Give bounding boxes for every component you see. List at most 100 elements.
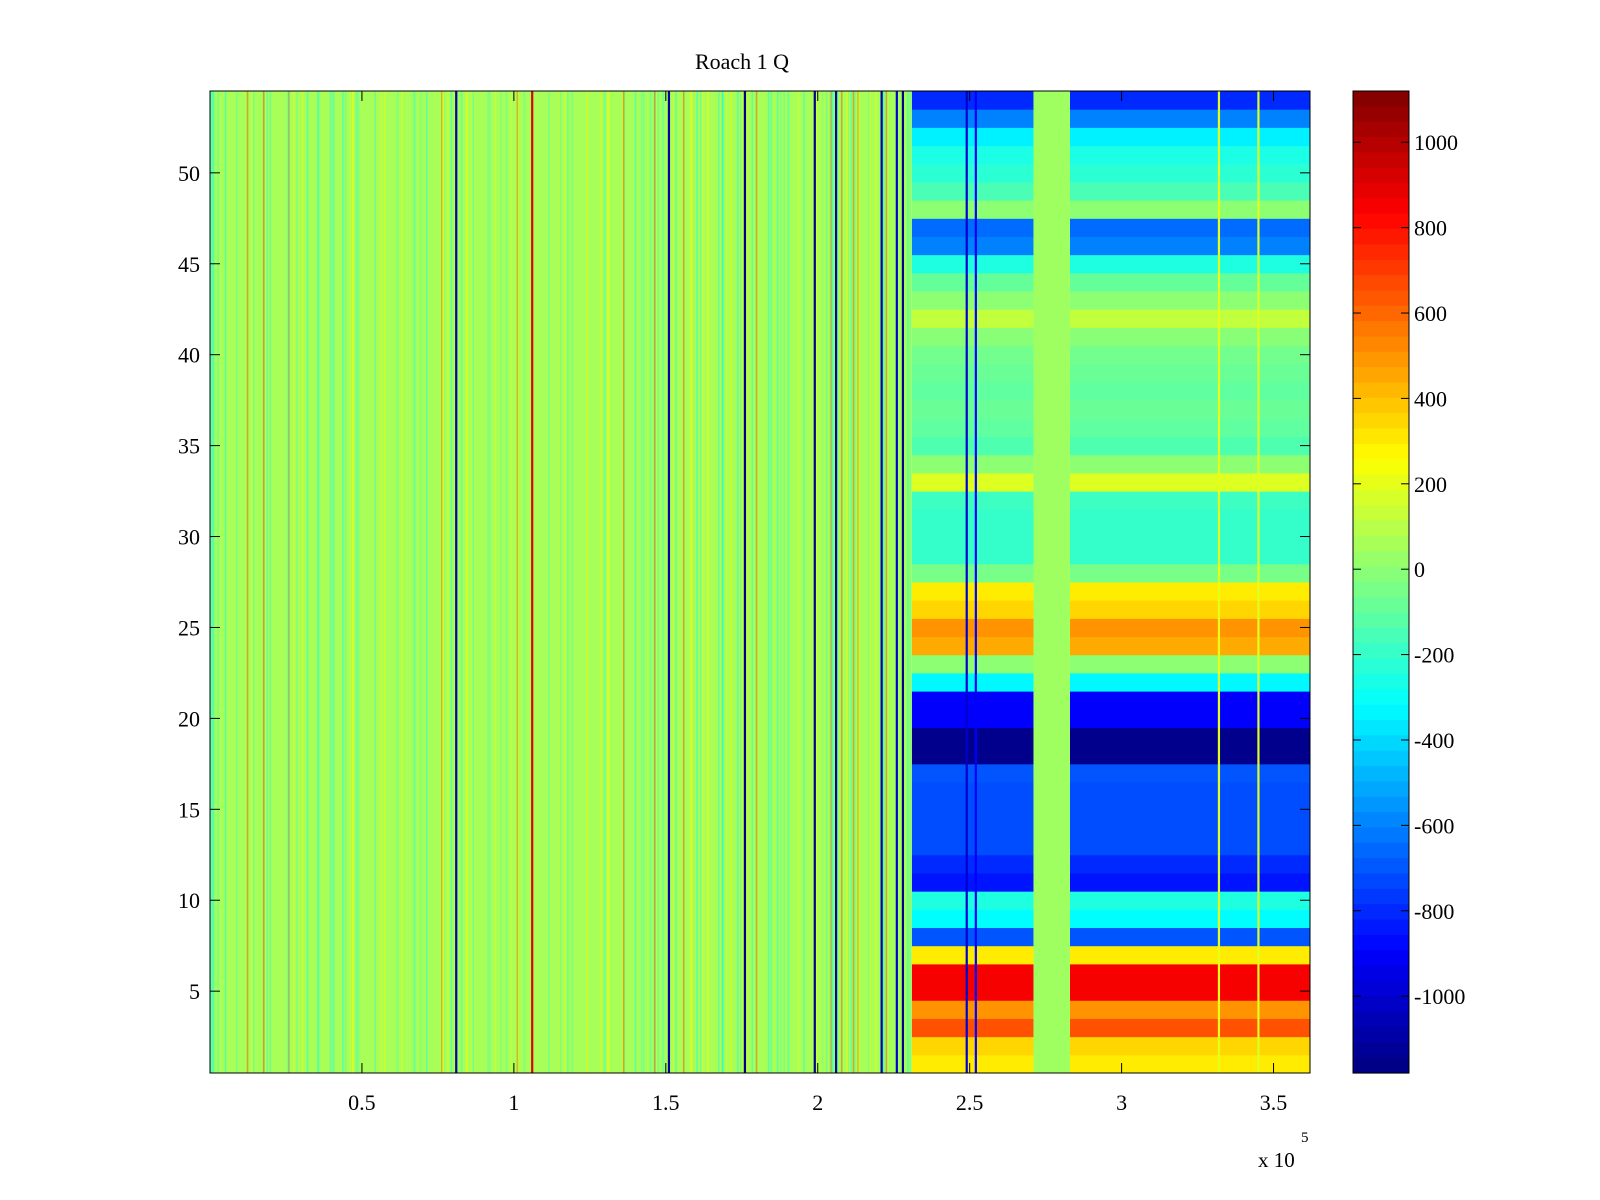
heatmap-texture-streak <box>414 91 416 1073</box>
x-axis-exponent-power: 5 <box>1301 1130 1309 1146</box>
heatmap-texture-streak <box>251 91 253 1073</box>
heatmap-cell <box>911 654 1034 674</box>
heatmap-background-region <box>210 91 912 1073</box>
heatmap-texture-streak <box>730 91 732 1073</box>
heatmap-texture-streak <box>351 91 354 1073</box>
chart-title: Roach 1 Q <box>695 49 789 74</box>
heatmap-cell <box>911 272 1034 292</box>
heatmap-cell <box>1069 127 1310 147</box>
heatmap-texture-streak <box>641 91 643 1073</box>
heatmap-streak <box>667 91 671 1073</box>
heatmap-texture-streak <box>751 91 754 1073</box>
heatmap-cell <box>911 236 1034 256</box>
colorbar-step <box>1353 796 1409 813</box>
heatmap-texture-streak <box>487 91 489 1073</box>
colorbar-step <box>1353 229 1409 246</box>
heatmap-texture-streak <box>374 91 377 1073</box>
heatmap-texture-streak <box>642 91 645 1073</box>
colorbar-step <box>1353 858 1409 875</box>
heatmap-cell <box>911 563 1034 583</box>
heatmap-texture-streak <box>721 91 724 1073</box>
heatmap-cell <box>911 963 1034 983</box>
heatmap-cell <box>911 672 1034 692</box>
heatmap-cell <box>1069 582 1310 601</box>
heatmap-texture-streak <box>840 91 843 1073</box>
colorbar-step <box>1353 888 1409 905</box>
x-tick-label: 3.5 <box>1260 1090 1288 1115</box>
x-tick-label: 2 <box>812 1090 823 1115</box>
heatmap-cell <box>911 818 1034 838</box>
heatmap-texture-streak <box>696 91 698 1073</box>
y-axis: 5 10 15 20 25 30 35 40 45 50 <box>178 161 1310 1004</box>
colorbar-step <box>1353 597 1409 614</box>
heatmap-streak <box>1217 91 1221 1073</box>
heatmap-streak <box>813 91 816 1073</box>
heatmap-texture-streak <box>746 91 749 1073</box>
heatmap-texture-streak <box>825 91 828 1073</box>
heatmap-texture-streak <box>564 91 567 1073</box>
heatmap-texture-streak <box>634 91 637 1073</box>
heatmap-texture-streak <box>721 91 724 1073</box>
heatmap-texture-streak <box>649 91 652 1073</box>
heatmap-cell <box>1069 109 1310 128</box>
colorbar-step <box>1353 658 1409 675</box>
colorbar-step <box>1353 275 1409 292</box>
colorbar-step <box>1353 904 1409 921</box>
heatmap-texture-streak <box>829 91 832 1073</box>
heatmap-cell <box>911 454 1034 474</box>
heatmap-cell <box>1069 891 1310 910</box>
heatmap-texture-streak <box>815 91 818 1073</box>
heatmap-streak <box>1257 91 1260 1073</box>
heatmap-texture-streak <box>787 91 790 1073</box>
heatmap-cell <box>1069 218 1310 237</box>
colorbar-step <box>1353 873 1409 890</box>
heatmap-cell <box>1069 982 1310 1001</box>
heatmap-texture-streak <box>674 91 677 1073</box>
colorbar-step <box>1353 812 1409 829</box>
colorbar-step <box>1353 413 1409 430</box>
heatmap-texture-streak <box>263 91 265 1073</box>
heatmap-cell <box>1069 854 1310 874</box>
heatmap-texture-streak <box>604 91 606 1073</box>
colorbar-step <box>1353 443 1409 460</box>
heatmap-cell <box>1069 818 1310 838</box>
heatmap-texture-streak <box>869 91 872 1073</box>
heatmap-texture-streak <box>692 91 695 1073</box>
heatmap-texture-streak <box>296 91 298 1073</box>
heatmap-texture-streak <box>212 91 215 1073</box>
heatmap-cell <box>1069 200 1310 219</box>
colorbar-step <box>1353 505 1409 522</box>
heatmap-texture-streak <box>676 91 679 1073</box>
heatmap-texture-streak <box>707 91 709 1073</box>
heatmap-cell <box>1069 836 1310 856</box>
colorbar-step <box>1353 520 1409 537</box>
heatmap-texture-streak <box>516 91 519 1073</box>
heatmap-cell <box>911 618 1034 638</box>
heatmap-streak <box>880 91 883 1073</box>
heatmap-cell <box>1069 872 1310 892</box>
heatmap-texture-streak <box>682 91 685 1073</box>
heatmap-cell <box>911 127 1034 147</box>
colorbar-step <box>1353 980 1409 997</box>
heatmap-texture-streak <box>600 91 602 1073</box>
heatmap-texture-streak <box>699 91 702 1073</box>
heatmap-cell <box>1069 909 1310 929</box>
colorbar-step <box>1353 1026 1409 1043</box>
colorbar-step <box>1353 628 1409 644</box>
heatmap-cell <box>1069 727 1310 747</box>
heatmap-texture-streak <box>846 91 848 1073</box>
heatmap-cell <box>1069 563 1310 583</box>
heatmap-cell <box>911 545 1034 565</box>
colorbar-step <box>1353 720 1409 737</box>
colorbar-step <box>1353 428 1409 445</box>
colorbar-step <box>1353 489 1409 506</box>
heatmap-texture-streak <box>623 91 626 1073</box>
heatmap-texture-streak <box>571 91 573 1073</box>
colorbar-step <box>1353 321 1409 338</box>
heatmap-texture-streak <box>342 91 344 1073</box>
heatmap-cell <box>911 509 1034 528</box>
heatmap-cell <box>1069 272 1310 292</box>
heatmap-texture-streak <box>316 91 319 1073</box>
heatmap-texture-streak <box>657 91 659 1073</box>
